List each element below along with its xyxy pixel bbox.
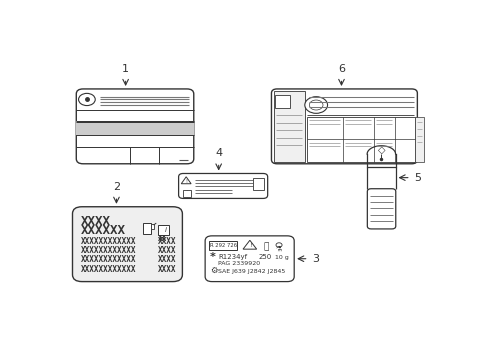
Text: *: * xyxy=(210,252,216,262)
Text: XXXX: XXXX xyxy=(158,265,176,274)
Bar xyxy=(275,95,289,108)
Bar xyxy=(183,190,191,197)
Text: 🔥: 🔥 xyxy=(263,242,268,251)
Text: 10 g: 10 g xyxy=(275,255,288,260)
Text: !: ! xyxy=(185,179,187,184)
Text: XXXXXXXXXXXX: XXXXXXXXXXXX xyxy=(81,255,136,264)
Text: 3: 3 xyxy=(312,254,319,264)
Bar xyxy=(158,225,169,235)
Text: R1234yf: R1234yf xyxy=(218,255,247,261)
Circle shape xyxy=(309,100,323,110)
Text: XX: XX xyxy=(158,234,167,243)
Text: !: ! xyxy=(248,243,251,248)
Text: 2: 2 xyxy=(113,182,120,192)
Text: XXXXXX: XXXXXX xyxy=(81,224,125,237)
Text: ⚙: ⚙ xyxy=(210,266,217,275)
Text: 6: 6 xyxy=(337,64,345,74)
Text: XXXXXXXXXXXX: XXXXXXXXXXXX xyxy=(81,265,136,274)
Text: 5: 5 xyxy=(414,173,421,183)
Text: XXXXXXXXXXXX: XXXXXXXXXXXX xyxy=(81,237,136,246)
Text: XXXX: XXXX xyxy=(158,237,176,246)
Text: XXXX: XXXX xyxy=(158,246,176,255)
FancyBboxPatch shape xyxy=(271,89,417,164)
FancyBboxPatch shape xyxy=(76,89,193,164)
Text: ⚗: ⚗ xyxy=(275,245,282,251)
FancyBboxPatch shape xyxy=(72,207,182,282)
Text: i: i xyxy=(164,227,166,233)
Bar xyxy=(142,223,151,234)
Text: XXXX: XXXX xyxy=(81,216,111,229)
Circle shape xyxy=(79,93,95,105)
Text: SAE J639 J2842 J2845: SAE J639 J2842 J2845 xyxy=(218,269,285,274)
Text: ◇: ◇ xyxy=(377,145,385,155)
Bar xyxy=(208,240,237,250)
Bar xyxy=(307,117,414,162)
Bar xyxy=(253,179,264,190)
Bar xyxy=(415,117,423,162)
Text: XXXXXXXXXXXX: XXXXXXXXXXXX xyxy=(81,246,136,255)
FancyBboxPatch shape xyxy=(205,236,294,282)
Text: R 292 726: R 292 726 xyxy=(210,243,237,248)
Bar xyxy=(76,121,193,135)
Text: 1: 1 xyxy=(122,64,129,74)
Text: 4: 4 xyxy=(215,148,222,158)
Text: XXXX: XXXX xyxy=(158,255,176,264)
Bar xyxy=(273,91,304,162)
Text: 250: 250 xyxy=(258,255,271,261)
Bar xyxy=(151,224,154,229)
FancyBboxPatch shape xyxy=(178,174,267,198)
Circle shape xyxy=(275,243,282,247)
Circle shape xyxy=(304,97,327,113)
FancyBboxPatch shape xyxy=(366,189,395,229)
Text: PAG 2339920: PAG 2339920 xyxy=(218,261,260,266)
